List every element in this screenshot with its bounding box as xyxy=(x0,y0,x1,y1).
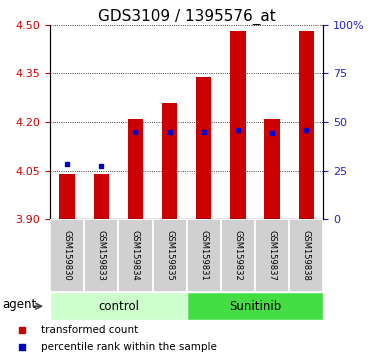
Bar xyxy=(196,77,211,219)
Bar xyxy=(289,219,323,292)
Bar xyxy=(152,219,187,292)
Text: GSM159830: GSM159830 xyxy=(63,230,72,281)
Bar xyxy=(264,119,280,219)
Bar xyxy=(230,31,246,219)
Bar xyxy=(187,292,323,320)
Bar xyxy=(119,219,152,292)
Bar xyxy=(50,219,84,292)
Bar xyxy=(128,119,143,219)
Bar xyxy=(162,103,177,219)
Text: GSM159838: GSM159838 xyxy=(302,230,311,281)
Text: GSM159832: GSM159832 xyxy=(233,230,243,281)
Text: control: control xyxy=(98,300,139,313)
Text: Sunitinib: Sunitinib xyxy=(229,300,281,313)
Bar xyxy=(187,219,221,292)
Bar xyxy=(84,219,119,292)
Title: GDS3109 / 1395576_at: GDS3109 / 1395576_at xyxy=(98,8,276,25)
Text: GSM159837: GSM159837 xyxy=(268,230,277,281)
Text: agent: agent xyxy=(3,298,37,311)
Text: GSM159834: GSM159834 xyxy=(131,230,140,281)
Bar xyxy=(255,219,289,292)
Bar xyxy=(299,31,314,219)
Text: percentile rank within the sample: percentile rank within the sample xyxy=(41,342,217,352)
Bar xyxy=(221,219,255,292)
Text: GSM159831: GSM159831 xyxy=(199,230,208,281)
Text: GSM159833: GSM159833 xyxy=(97,230,106,281)
Bar xyxy=(94,174,109,219)
Text: GSM159835: GSM159835 xyxy=(165,230,174,281)
Text: transformed count: transformed count xyxy=(41,325,138,335)
Bar xyxy=(59,174,75,219)
Bar xyxy=(50,292,187,320)
